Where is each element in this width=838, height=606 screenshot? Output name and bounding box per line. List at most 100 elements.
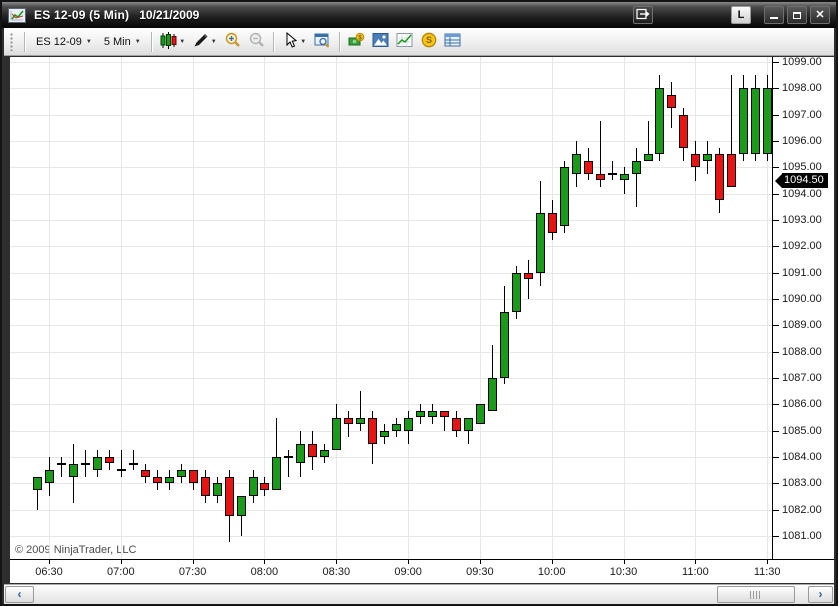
zoom-in-button[interactable] (221, 31, 245, 53)
price-gridline (10, 483, 772, 485)
close-icon: ✕ (815, 8, 825, 21)
candle-body (296, 443, 306, 464)
price-tick (773, 167, 779, 169)
candle-body (104, 456, 114, 464)
candle-wick (635, 147, 637, 207)
last-price-label: 1094.50 (782, 173, 828, 188)
candle-body (140, 470, 150, 477)
properties-button[interactable] (441, 31, 465, 53)
close-button[interactable]: ✕ (810, 6, 830, 24)
candle-body (559, 167, 569, 227)
time-gridline (479, 57, 481, 559)
price-tick-label: 1097.00 (782, 108, 822, 121)
interval-dropdown[interactable]: 5 Min ▼ (98, 34, 147, 50)
candle-body (715, 154, 725, 201)
chevron-left-icon: ‹ (17, 587, 22, 601)
scroll-left-button[interactable]: ‹ (5, 586, 34, 603)
last-price-marker: 1094.50 (775, 173, 828, 188)
toolbar-grip-handle[interactable] (10, 32, 14, 51)
candle-wick (360, 391, 362, 431)
price-axis[interactable]: 1094.50 1099.00 1098.00 1097.00 1096.00 1095… (772, 56, 834, 559)
price-tick-label: 1093.00 (782, 214, 822, 226)
price-tick (773, 88, 779, 90)
send-to-window-button[interactable] (633, 6, 653, 24)
scrollbar-thumb[interactable] (717, 586, 795, 603)
time-tick (49, 560, 50, 564)
chart-toolbar: ES 12-09 ▼ 5 Min ▼ ▼ (4, 28, 834, 56)
time-tick-label: 07:30 (178, 566, 207, 578)
price-marker-arrow-icon (775, 173, 782, 188)
copyright-watermark: © 2009 NinjaTrader, LLC (15, 544, 137, 556)
time-tick-label: 09:30 (466, 566, 494, 578)
zoom-out-button[interactable] (245, 31, 269, 53)
price-gridline (10, 430, 772, 432)
link-button[interactable]: L (731, 6, 751, 24)
candle-body (272, 456, 282, 490)
candle-body (440, 410, 449, 418)
price-tick (773, 141, 779, 142)
interval-label: 5 Min (103, 35, 131, 48)
price-gridline (10, 246, 772, 248)
maximize-icon (793, 11, 801, 19)
data-box-button[interactable] (311, 31, 335, 53)
candle-body (679, 114, 689, 148)
minimize-button[interactable] (764, 6, 784, 24)
candle-wick (491, 345, 493, 411)
candle-body (691, 154, 701, 168)
candle-body (511, 272, 521, 313)
price-tick-label: 1098.00 (782, 82, 822, 95)
price-gridline (10, 299, 772, 300)
time-gridline (408, 57, 410, 559)
thumb-grip-icon (750, 590, 762, 599)
chevron-down-icon: ▼ (210, 38, 217, 45)
chart-plot-area[interactable]: © 2009 NinjaTrader, LLC (10, 57, 772, 559)
candle-body (547, 213, 557, 234)
candle-body (356, 417, 366, 425)
drawing-tools-button[interactable]: ▼ (189, 31, 221, 53)
candle-body (152, 476, 162, 484)
candle-wick (599, 121, 601, 187)
price-tick (773, 114, 779, 116)
account-money-button[interactable]: $ (345, 31, 369, 53)
snapshot-button[interactable] (369, 31, 393, 53)
candle-body (751, 88, 761, 155)
time-tick (479, 560, 481, 564)
price-tick-label: 1091.00 (782, 266, 822, 279)
svg-text:$: $ (358, 34, 362, 41)
snapshot-image-icon (372, 32, 389, 51)
titlebar[interactable]: ES 12-09 (5 Min) 10/21/2009 L ✕ (2, 2, 836, 28)
horizontal-scrollbar[interactable]: ‹ › (4, 584, 834, 604)
price-gridline (10, 114, 772, 116)
candle-body (284, 455, 294, 458)
scroll-right-button[interactable]: › (808, 586, 833, 603)
chart-trader-button[interactable] (393, 31, 417, 53)
price-tick (773, 246, 779, 248)
cursor-tool-button[interactable]: ▼ (279, 31, 311, 53)
send-to-icon (636, 8, 650, 23)
candle-body (248, 476, 258, 497)
price-tick-label: 1092.00 (782, 240, 822, 253)
currency-button[interactable]: S (417, 31, 441, 53)
price-tick-label: 1086.00 (782, 398, 822, 411)
candle-body (164, 476, 174, 484)
time-axis[interactable]: 06:30 07:00 07:30 08:00 08:30 09:00 09:30 10:00… (10, 559, 834, 583)
candle-body (236, 496, 246, 517)
candle-body (595, 173, 605, 181)
chevron-down-icon: ▼ (134, 38, 141, 45)
price-tick-label: 1087.00 (782, 372, 822, 384)
price-tick (773, 456, 779, 458)
chart-style-button[interactable]: ▼ (157, 31, 189, 53)
pen-icon (193, 32, 209, 51)
time-tick-label: 06:30 (35, 566, 63, 578)
maximize-button[interactable] (787, 6, 807, 24)
instrument-dropdown[interactable]: ES 12-09 ▼ (30, 34, 98, 50)
candle-body (45, 470, 54, 484)
candle-body (703, 154, 713, 161)
price-tick (773, 351, 779, 353)
candle-body (667, 94, 677, 109)
candle-body (116, 469, 126, 472)
candle-body (739, 88, 749, 155)
instrument-label: ES 12-09 (36, 35, 82, 48)
dollar-coin-icon: S (421, 32, 437, 51)
chevron-down-icon: ▼ (300, 38, 307, 45)
